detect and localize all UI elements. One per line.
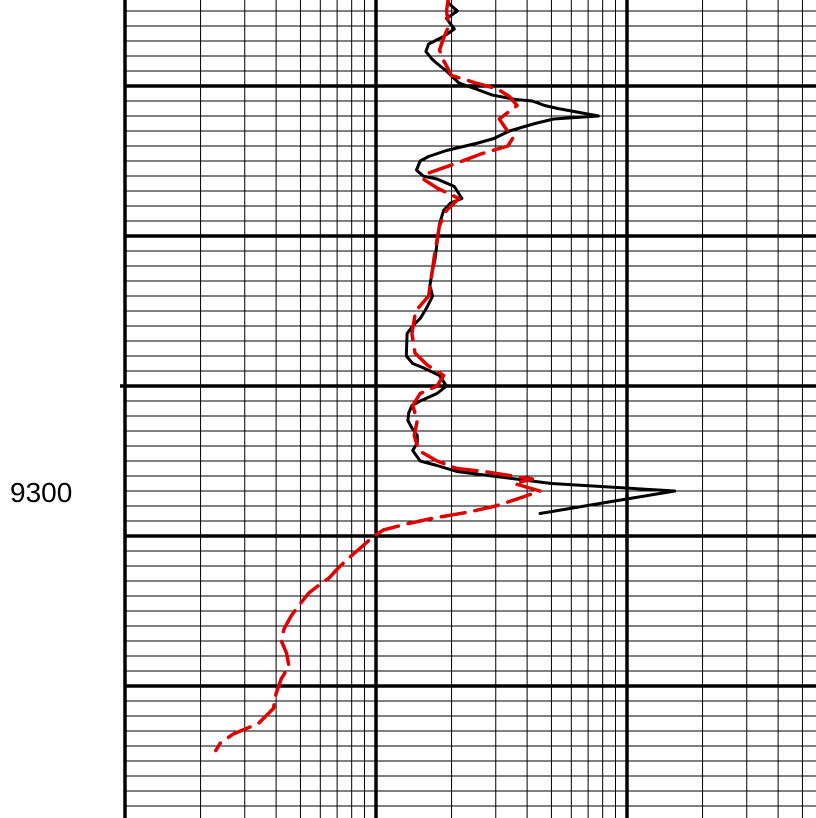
log-curves: [214, 0, 677, 753]
depth-label-9300: 9300: [10, 477, 73, 508]
log-grid: [120, 0, 816, 818]
log-curve-1: [404, 0, 677, 515]
log-curve-2: [214, 0, 542, 753]
